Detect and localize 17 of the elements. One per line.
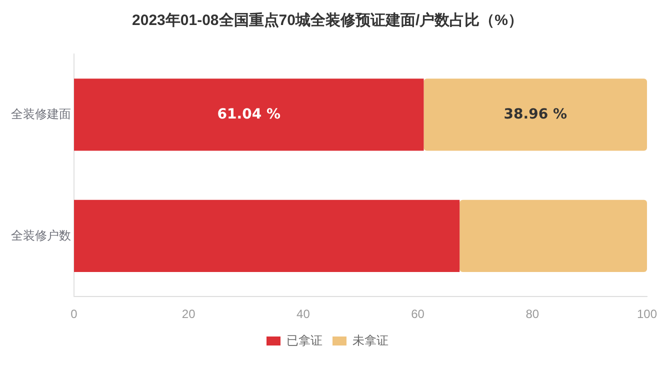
legend-label: 未拿证 (352, 333, 388, 348)
y-tick-label: 全装修建面 (11, 106, 71, 121)
bar (460, 200, 647, 272)
bar (74, 78, 424, 151)
chart-title: 2023年01-08全国重点70城全装修预证建面/户数占比（%） (132, 11, 523, 30)
bar (424, 78, 647, 151)
y-tick-label: 全装修户数 (11, 228, 71, 242)
x-tick-label: 20 (182, 307, 196, 322)
x-tick-label: 40 (296, 307, 310, 322)
x-tick-label: 80 (526, 307, 540, 322)
x-tick-label: 100 (636, 307, 658, 322)
x-tick-label: 0 (70, 307, 78, 322)
legend-label: 已拿证 (286, 333, 322, 348)
bar (74, 200, 460, 272)
data-label: 38.96 % (504, 106, 567, 122)
x-tick-label: 60 (411, 307, 425, 322)
data-label: 61.04 % (217, 106, 280, 122)
